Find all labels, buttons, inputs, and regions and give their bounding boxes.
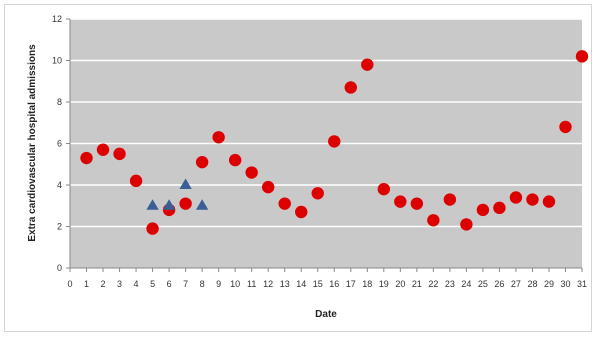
x-tick-label-15: 15 (313, 279, 323, 289)
data-point-circle-28 (526, 193, 539, 206)
x-tick-label-8: 8 (200, 279, 205, 289)
x-axis-title: Date (315, 309, 337, 320)
x-tick-label-31: 31 (577, 279, 587, 289)
x-tick-label-26: 26 (494, 279, 504, 289)
data-point-circle-12 (261, 180, 275, 194)
data-point-triangle-8 (195, 199, 209, 210)
x-tick-label-17: 17 (346, 279, 356, 289)
x-tick-label-13: 13 (280, 279, 290, 289)
data-point-triangle-5 (146, 199, 159, 210)
data-point-circle-19 (377, 182, 391, 196)
x-tick-label-9: 9 (216, 279, 221, 289)
x-tick-label-14: 14 (296, 279, 306, 289)
data-point-circle-23 (443, 193, 457, 206)
x-tick-label-2: 2 (101, 279, 106, 289)
y-tick-label-12: 12 (52, 14, 62, 24)
data-point-circle-4 (129, 174, 143, 188)
data-point-circle-29 (542, 195, 556, 208)
data-point-circle-17 (344, 81, 357, 94)
x-tick-label-0: 0 (67, 279, 72, 289)
y-tick-label-0: 0 (57, 263, 62, 273)
data-point-circle-2 (96, 143, 110, 156)
x-tick-label-22: 22 (428, 279, 438, 289)
x-tick-label-30: 30 (560, 279, 570, 289)
data-point-circle-24 (460, 218, 473, 231)
data-point-circle-10 (228, 153, 242, 167)
x-tick-label-24: 24 (461, 279, 471, 289)
grid-lines (70, 18, 582, 228)
x-tick-label-29: 29 (544, 279, 554, 289)
x-tick-label-6: 6 (167, 279, 172, 289)
x-tick-label-12: 12 (263, 279, 273, 289)
x-tick-label-1: 1 (84, 279, 89, 289)
data-point-circle-14 (295, 205, 308, 219)
y-axis-title: Extra cardiovascular hospital admissions (27, 44, 38, 242)
data-point-triangle-7 (179, 178, 192, 190)
x-tick-label-19: 19 (379, 279, 389, 289)
y-tick-label-4: 4 (57, 180, 62, 190)
axes (66, 18, 583, 272)
y-tick-label-2: 2 (57, 222, 62, 232)
data-marks (80, 50, 589, 235)
data-point-circle-30 (559, 120, 572, 134)
data-point-circle-5 (146, 222, 159, 235)
y-tick-label-10: 10 (52, 56, 62, 66)
data-point-circle-21 (410, 197, 424, 210)
x-tick-label-21: 21 (412, 279, 422, 289)
x-tick-label-5: 5 (150, 279, 155, 289)
data-point-circle-25 (476, 203, 490, 217)
x-tick-label-28: 28 (527, 279, 537, 289)
y-tick-label-6: 6 (57, 139, 62, 149)
x-tick-label-11: 11 (247, 279, 256, 289)
y-tick-label-8: 8 (57, 97, 62, 107)
x-tick-label-3: 3 (117, 279, 122, 289)
x-tick-label-10: 10 (230, 279, 240, 289)
data-point-circle-20 (394, 195, 407, 208)
data-point-circle-18 (361, 58, 374, 71)
data-point-circle-22 (427, 214, 440, 227)
data-point-circle-9 (212, 131, 225, 144)
data-point-circle-16 (328, 135, 341, 148)
x-tick-label-7: 7 (183, 279, 188, 289)
x-tick-label-16: 16 (329, 279, 339, 289)
x-tick-label-4: 4 (134, 279, 139, 289)
data-point-circle-8 (195, 155, 209, 169)
data-point-circle-27 (509, 191, 523, 204)
x-tick-label-18: 18 (362, 279, 372, 289)
data-point-circle-13 (278, 197, 291, 210)
data-point-circle-11 (245, 166, 258, 179)
y-tick-labels: 0 2 4 6 8 10 12 (52, 14, 62, 273)
x-tick-labels: 0 1 2 3 4 5 6 7 8 9 10 11 12 13 14 15 16 17 18 19 20 21 22 23 24… (67, 279, 587, 289)
data-point-circle-3 (113, 147, 126, 161)
data-point-circle-7 (179, 197, 192, 210)
x-tick-label-25: 25 (478, 279, 488, 289)
x-tick-label-20: 20 (395, 279, 405, 289)
x-tick-label-23: 23 (445, 279, 455, 289)
data-point-circle-31 (575, 50, 589, 63)
data-point-triangle-6 (162, 199, 176, 210)
data-point-circle-26 (493, 201, 506, 215)
data-point-circle-1 (80, 151, 93, 165)
x-tick-label-27: 27 (511, 279, 521, 289)
data-point-circle-15 (311, 187, 324, 200)
